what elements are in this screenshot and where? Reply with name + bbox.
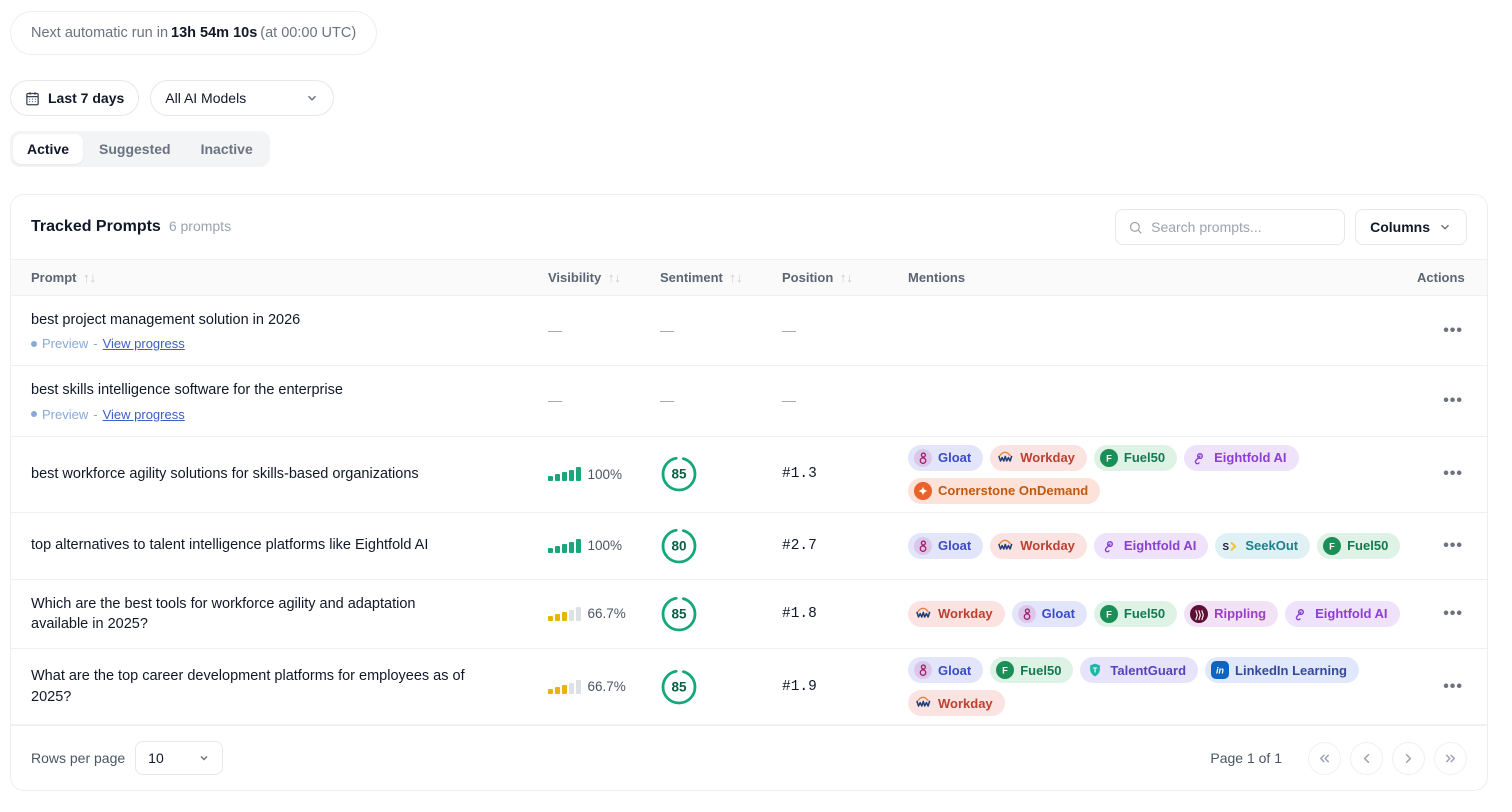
svg-text:80: 80	[671, 538, 686, 553]
svg-text:85: 85	[671, 679, 687, 694]
svg-text:85: 85	[671, 467, 687, 482]
svg-text:85: 85	[671, 606, 687, 621]
